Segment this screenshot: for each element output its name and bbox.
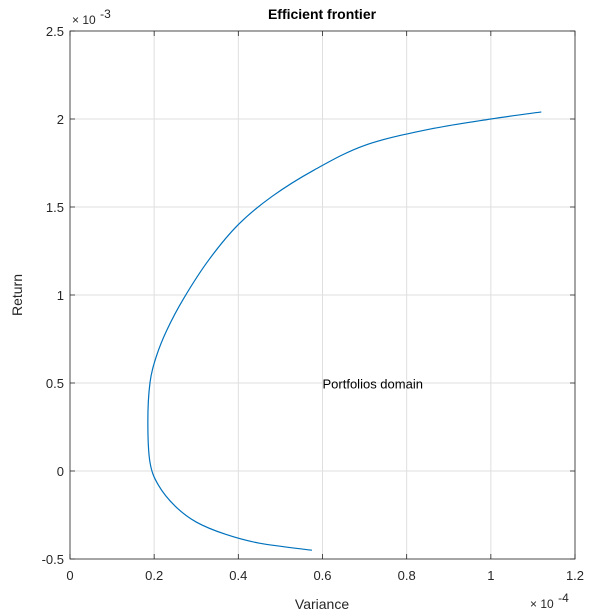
y-tick-label: 0.5 [46,376,64,391]
x-tick-label: 0 [66,568,73,583]
efficient-frontier-line [147,111,542,551]
x-exponent-label: × 10 -4 [530,591,569,612]
x-tick-label: 0.8 [398,568,416,583]
x-axis-label: Variance [295,596,349,612]
x-tick-label: 1 [487,568,494,583]
y-exponent-base: × 10 [72,13,96,27]
x-tick-label: 0.2 [145,568,163,583]
tick-marks [69,30,576,560]
y-exponent-label: × 10 -3 [72,7,111,28]
y-tick-label: 2.5 [46,24,64,39]
chart-title: Efficient frontier [268,6,377,22]
y-axis-label: Return [9,274,25,316]
y-tick-label: 1 [57,288,64,303]
x-tick-label: 1.2 [566,568,584,583]
y-exponent-power: -3 [100,7,111,21]
y-tick-label: -0.5 [42,552,64,567]
series-layer [147,111,542,551]
x-exponent-base: × 10 [530,597,554,611]
x-tick-label: 0.6 [313,568,331,583]
x-exponent-power: -4 [558,591,569,605]
annotations: Portfolios domain [323,376,423,391]
x-tick-labels: 0 0.2 0.4 0.6 0.8 1 1.2 [66,568,584,583]
y-tick-label: 0 [57,464,64,479]
x-tick-label: 0.4 [229,568,247,583]
annotation-text: Portfolios domain [323,376,423,391]
y-tick-label: 1.5 [46,200,64,215]
y-tick-labels: -0.5 0 0.5 1 1.5 2 2.5 [42,24,64,567]
y-tick-label: 2 [57,112,64,127]
